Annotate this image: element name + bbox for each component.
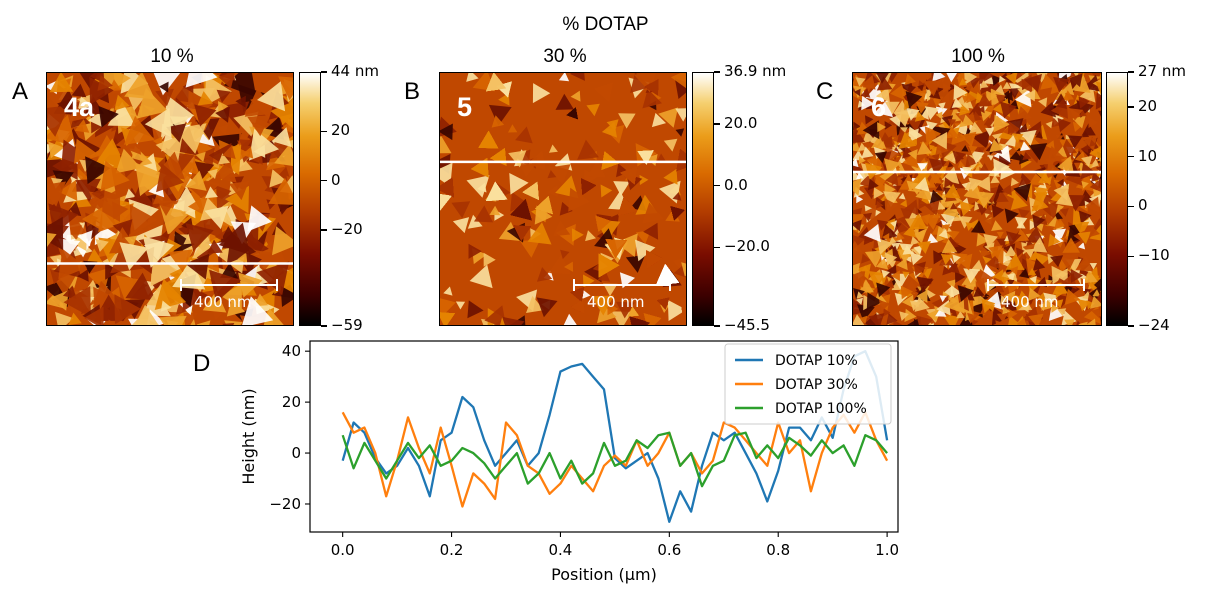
legend-box (724, 343, 892, 425)
afm-c-texture (853, 73, 1101, 325)
panel-c-title: 100 % (951, 46, 1005, 67)
panel-b-scale-bar-cap-right (669, 279, 671, 291)
colorbar-tick-label: 0 (331, 170, 341, 189)
y-tick-label: 40 (282, 342, 301, 360)
colorbar-tick-mark (714, 246, 720, 249)
colorbar-tick-label: −10 (1138, 246, 1170, 265)
colorbar-tick-mark (321, 325, 327, 327)
panel-a-scale-bar (180, 284, 278, 286)
colorbar-tick-label: −24 (1138, 316, 1170, 334)
colorbar-tick-mark (714, 185, 720, 187)
panel-a-colorbar (299, 72, 321, 326)
x-axis-label: Position (μm) (551, 565, 657, 584)
panel-c-scale-bar-cap-right (1083, 279, 1085, 291)
legend-label-0: DOTAP 10% (775, 353, 858, 369)
colorbar-tick-label: 20 (1138, 96, 1158, 115)
colorbar-tick-label: 0 (1138, 196, 1148, 215)
colorbar-tick-label: −45.5 (724, 316, 770, 334)
colorbar-tick-label: 27 nm (1138, 62, 1186, 80)
panel-c-scale-bar-label: 400 nm (1001, 293, 1059, 311)
figure-suptitle: % DOTAP (562, 14, 649, 35)
colorbar-tick-label: −20.0 (724, 237, 770, 256)
colorbar-tick-label: 36.9 nm (724, 62, 787, 80)
colorbar-tick-mark (1128, 106, 1134, 108)
colorbar-tick-mark (1128, 71, 1134, 73)
x-tick-label: 0.8 (766, 541, 790, 559)
plot-frame (309, 340, 899, 533)
afm-b-texture (440, 73, 686, 325)
panel-b-title: 30 % (543, 46, 587, 67)
panel-b-letter: B (404, 78, 421, 105)
series-line-1 (341, 411, 889, 508)
panel-b-scale-bar-label: 400 nm (587, 293, 645, 311)
panel-c-scale-bar-cap-left (987, 279, 989, 291)
panel-c-colorbar (1106, 72, 1128, 326)
panel-a-scale-bar-label: 400 nm (194, 293, 252, 311)
colorbar-tick-label: 0.0 (724, 175, 748, 194)
colorbar-tick-mark (321, 179, 327, 182)
panel-b-afm-image (439, 72, 687, 326)
colorbar-tick-label: −59 (331, 316, 363, 334)
series-line-2 (341, 431, 888, 488)
panel-b-scale-bar (573, 284, 671, 286)
legend-label-2: DOTAP 100% (775, 401, 867, 417)
y-tick-label: −20 (269, 495, 301, 513)
x-tick-label: 0.2 (440, 541, 464, 559)
colorbar-tick-mark (321, 229, 327, 231)
panel-a-letter: A (12, 78, 29, 105)
colorbar-tick-mark (1128, 325, 1134, 327)
x-tick-label: 1.0 (875, 541, 899, 559)
colorbar-tick-mark (1128, 156, 1134, 158)
legend-label-1: DOTAP 30% (775, 377, 858, 393)
colorbar-tick-mark (321, 71, 327, 73)
panel-d-letter: D (193, 350, 211, 377)
panel-c-letter: C (816, 78, 834, 105)
afm-a-texture (47, 73, 293, 325)
colorbar-tick-mark (714, 71, 720, 73)
panel-c-sample-label: 6 (871, 92, 887, 122)
colorbar-tick-label: 10 (1138, 146, 1158, 165)
x-tick-label: 0.0 (331, 541, 355, 559)
colorbar-tick-mark (714, 325, 720, 327)
panel-a-afm-image (46, 72, 294, 326)
colorbar-tick-label: −20 (331, 219, 363, 238)
panel-a-scale-bar-cap-right (276, 279, 278, 291)
y-axis-label: Height (nm) (239, 388, 258, 484)
y-tick-label: 0 (291, 444, 301, 462)
panel-c-afm-image (852, 72, 1102, 326)
y-tick-label: 20 (282, 393, 301, 411)
series-line-0 (341, 350, 889, 523)
panel-c-scale-bar (987, 284, 1085, 286)
colorbar-tick-label: 20 (331, 121, 351, 140)
panel-a-scale-bar-cap-left (180, 279, 182, 291)
x-tick-label: 0.4 (549, 541, 573, 559)
panel-a-title: 10 % (150, 46, 194, 67)
colorbar-tick-label: 20.0 (724, 114, 758, 133)
panel-b-colorbar (692, 72, 714, 326)
panel-b-scale-bar-cap-left (573, 279, 575, 291)
colorbar-tick-label: 44 nm (331, 62, 379, 80)
colorbar-tick-mark (714, 123, 720, 125)
panel-b-sample-label: 5 (457, 92, 473, 122)
colorbar-tick-mark (1128, 205, 1134, 208)
colorbar-tick-mark (1128, 255, 1134, 257)
x-tick-label: 0.6 (657, 541, 681, 559)
colorbar-tick-mark (321, 130, 327, 132)
panel-a-sample-label: 4a (64, 92, 95, 122)
